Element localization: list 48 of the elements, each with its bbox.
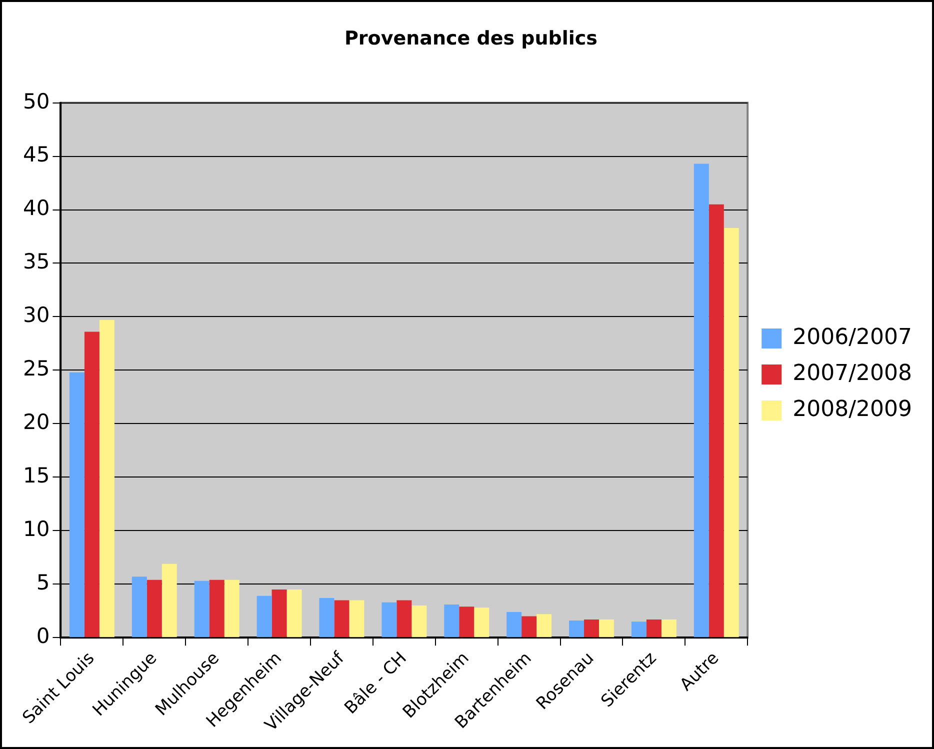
bar	[319, 598, 334, 638]
y-tick-label: 50	[22, 89, 50, 114]
y-tick-label: 0	[36, 624, 50, 648]
bar	[474, 608, 490, 638]
bar	[382, 602, 397, 638]
legend-label: 2007/2008	[792, 361, 912, 386]
bar	[194, 580, 210, 638]
bar	[209, 580, 224, 638]
bar	[224, 580, 240, 638]
chart-title: Provenance des publics	[344, 27, 598, 50]
bar	[536, 614, 552, 638]
y-tick-label: 5	[36, 570, 50, 595]
bar	[132, 576, 147, 638]
bar	[708, 204, 724, 638]
bar	[569, 620, 584, 638]
bar	[396, 600, 412, 638]
y-tick-label: 35	[22, 250, 50, 274]
bar	[598, 619, 614, 638]
bar	[661, 619, 676, 638]
bar	[286, 589, 302, 638]
bar	[444, 604, 460, 638]
bar	[99, 320, 114, 638]
bar	[646, 619, 662, 638]
bar	[349, 600, 364, 638]
y-tick-label: 10	[22, 517, 50, 542]
y-tick-label: 20	[22, 410, 50, 434]
bar	[146, 580, 162, 638]
legend-label: 2008/2009	[792, 397, 912, 422]
bar	[631, 622, 646, 638]
bar	[412, 606, 427, 638]
legend-label: 2006/2007	[792, 325, 912, 350]
bar	[694, 164, 709, 638]
bar	[724, 228, 739, 638]
bar	[522, 616, 537, 638]
y-tick-label: 25	[22, 356, 50, 381]
y-tick-label: 45	[22, 142, 50, 167]
bar	[162, 564, 177, 638]
bar	[84, 332, 100, 638]
bar	[506, 612, 522, 638]
bar	[334, 600, 350, 638]
y-tick-label: 40	[22, 196, 50, 220]
bar	[584, 619, 599, 638]
bar	[69, 372, 84, 638]
y-tick-label: 30	[22, 303, 50, 328]
y-tick-label: 15	[22, 464, 50, 488]
bar	[256, 596, 272, 638]
bar	[272, 589, 287, 638]
bar	[459, 606, 474, 638]
